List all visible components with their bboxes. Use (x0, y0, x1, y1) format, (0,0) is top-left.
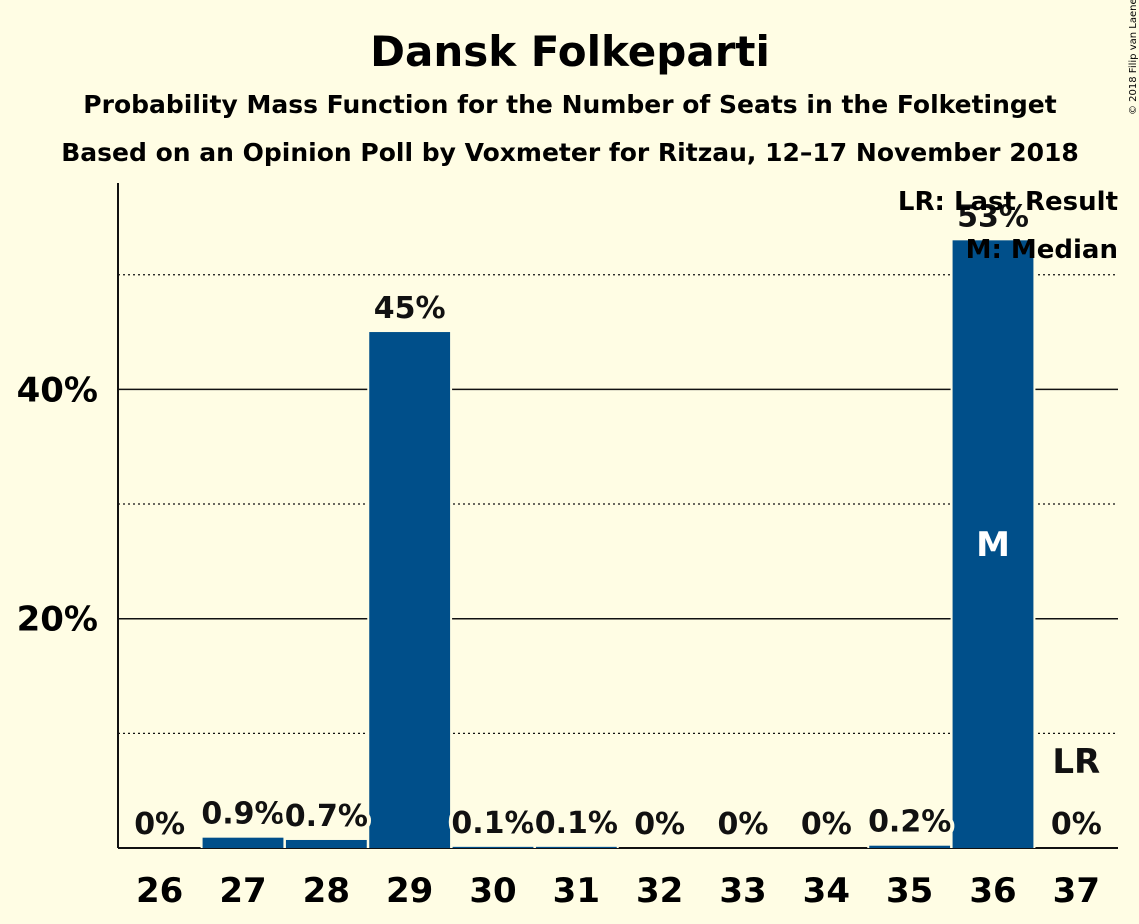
bar-seat-30 (452, 846, 534, 848)
bar-value-label-halo: 0% (1051, 807, 1102, 842)
x-tick-label: 37 (1053, 871, 1100, 911)
bar-value-label: 0.7% (285, 799, 368, 834)
bar-seat-36 (952, 240, 1034, 849)
y-tick-label: 40% (17, 370, 98, 410)
bar-value-label: 0.2% (868, 805, 951, 840)
x-tick-label: 28 (303, 871, 350, 911)
bars (200, 238, 1036, 849)
x-tick-label: 33 (719, 871, 766, 911)
bar-value-label: 0% (801, 807, 852, 842)
bar-value-label: 53% (957, 199, 1029, 234)
bar-value-label-halo: 0% (718, 807, 769, 842)
bar-value-label-halo: 0% (634, 807, 685, 842)
legend: LR: Last Result M: Median (898, 187, 1118, 265)
bar-value-label-halo: 0.1% (535, 806, 618, 841)
chart-subtitle-source: Based on an Opinion Poll by Voxmeter for… (61, 138, 1079, 167)
bar-value-label: 0% (718, 807, 769, 842)
legend-last-result: LR: Last Result (898, 187, 1118, 217)
x-tick-label: 35 (886, 871, 933, 911)
bar-value-label: 0% (1051, 807, 1102, 842)
bar-backing (533, 844, 619, 848)
chart-subtitle: Probability Mass Function for the Number… (83, 90, 1056, 119)
bar-value-label-halo: 0.9% (201, 797, 284, 832)
bar-value-label-halo: 0.7% (285, 799, 368, 834)
bar-seat-31 (535, 846, 617, 848)
bar-value-label-halo: 45% (374, 291, 446, 326)
bar-value-label-halo: 0% (801, 807, 852, 842)
bar-seat-35 (869, 845, 951, 848)
y-tick-label: 20% (17, 600, 98, 640)
x-tick-label: 36 (969, 871, 1016, 911)
x-tick-label: 31 (553, 871, 600, 911)
x-tick-label: 26 (136, 871, 183, 911)
bar-seat-27 (202, 837, 284, 848)
bar-value-label: 0.9% (201, 797, 284, 832)
last-result-marker: LR (1052, 742, 1100, 782)
bar-value-label-halo: 0.2% (868, 805, 951, 840)
bar-value-label-halo: 53% (957, 199, 1029, 234)
x-tick-label: 32 (636, 871, 683, 911)
labels: 20%40%0%0%260.9%0.9%270.7%0.7%2845%45%29… (17, 195, 1106, 911)
copyright-notice: © 2018 Filip van Laenen (1128, 0, 1139, 115)
bar-value-label: 0.1% (451, 806, 534, 841)
bar-value-label: 0% (634, 807, 685, 842)
bar-value-label: 0% (134, 807, 185, 842)
median-marker: M (976, 525, 1010, 565)
x-tick-label: 29 (386, 871, 433, 911)
x-tick-label: 30 (469, 871, 516, 911)
bar-backing (450, 844, 536, 848)
bar-value-label-halo: 0% (134, 807, 185, 842)
x-tick-label: 34 (803, 871, 850, 911)
bar-seat-29 (369, 332, 451, 848)
bar-seat-28 (285, 839, 367, 848)
bar-value-label: 0.1% (535, 806, 618, 841)
chart-title: Dansk Folkeparti (370, 27, 770, 76)
x-tick-label: 27 (219, 871, 266, 911)
legend-median: M: Median (966, 235, 1118, 265)
bar-value-label-halo: 0.1% (451, 806, 534, 841)
bar-value-label: 45% (374, 291, 446, 326)
